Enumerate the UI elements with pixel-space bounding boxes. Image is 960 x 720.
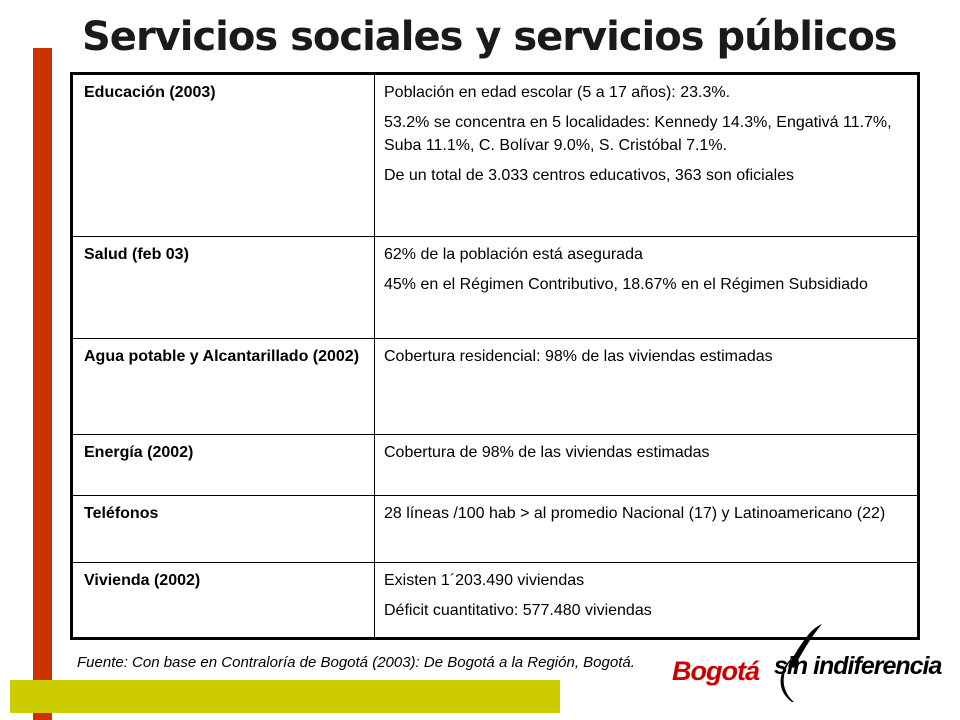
category-cell: Agua potable y Alcantarillado (2002) <box>71 338 375 435</box>
category-cell: Salud (feb 03) <box>71 236 375 339</box>
description-line: Cobertura residencial: 98% de las vivien… <box>384 348 773 365</box>
bogota-sin-indiferencia-logo: Bogotá sin indiferencia <box>672 624 942 702</box>
description-line: Déficit cuantitativo: 577.480 viviendas <box>384 602 652 619</box>
category-cell: Teléfonos <box>71 495 375 563</box>
description-line: Existen 1´203.490 viviendas <box>384 572 585 589</box>
description-cell: 28 líneas /100 hab > al promedio Naciona… <box>374 495 919 563</box>
logo-word-sin-indiferencia: sin indiferencia <box>774 652 942 680</box>
services-table: Educación (2003) Población en edad escol… <box>70 72 920 640</box>
description-cell: Población en edad escolar (5 a 17 años):… <box>374 73 919 237</box>
category-cell: Vivienda (2002) <box>71 562 375 639</box>
table-row-energia: Energía (2002) Cobertura de 98% de las v… <box>71 434 919 496</box>
description-line: 28 líneas /100 hab > al promedio Naciona… <box>384 505 886 522</box>
logo-swash-top <box>788 624 822 668</box>
table-row-telefonos: Teléfonos 28 líneas /100 hab > al promed… <box>71 495 919 563</box>
description-line: 53.2% se concentra en 5 localidades: Ken… <box>384 114 892 154</box>
table-row-vivienda: Vivienda (2002) Existen 1´203.490 vivien… <box>71 562 919 639</box>
description-line: De un total de 3.033 centros educativos,… <box>384 167 795 184</box>
table-row-educacion: Educación (2003) Población en edad escol… <box>71 73 919 237</box>
description-cell: Existen 1´203.490 viviendas Déficit cuan… <box>374 562 919 639</box>
category-cell: Energía (2002) <box>71 434 375 496</box>
description-cell: 62% de la población está asegurada 45% e… <box>374 236 919 339</box>
table-row-agua: Agua potable y Alcantarillado (2002) Cob… <box>71 338 919 435</box>
description-line: 62% de la población está asegurada <box>384 246 643 263</box>
description-cell: Cobertura de 98% de las viviendas estima… <box>374 434 919 496</box>
description-cell: Cobertura residencial: 98% de las vivien… <box>374 338 919 435</box>
description-line: Cobertura de 98% de las viviendas estima… <box>384 444 710 461</box>
table-row-salud: Salud (feb 03) 62% de la población está … <box>71 236 919 339</box>
left-accent-bar <box>33 48 52 720</box>
description-line: Población en edad escolar (5 a 17 años):… <box>384 84 731 101</box>
logo-word-bogota: Bogotá <box>672 656 760 686</box>
page-title: Servicios sociales y servicios públicos <box>82 14 898 60</box>
description-line: 45% en el Régimen Contributivo, 18.67% e… <box>384 276 868 293</box>
source-note: Fuente: Con base en Contraloría de Bogot… <box>77 654 635 671</box>
bottom-accent-bar <box>10 680 560 713</box>
category-cell: Educación (2003) <box>71 73 375 237</box>
